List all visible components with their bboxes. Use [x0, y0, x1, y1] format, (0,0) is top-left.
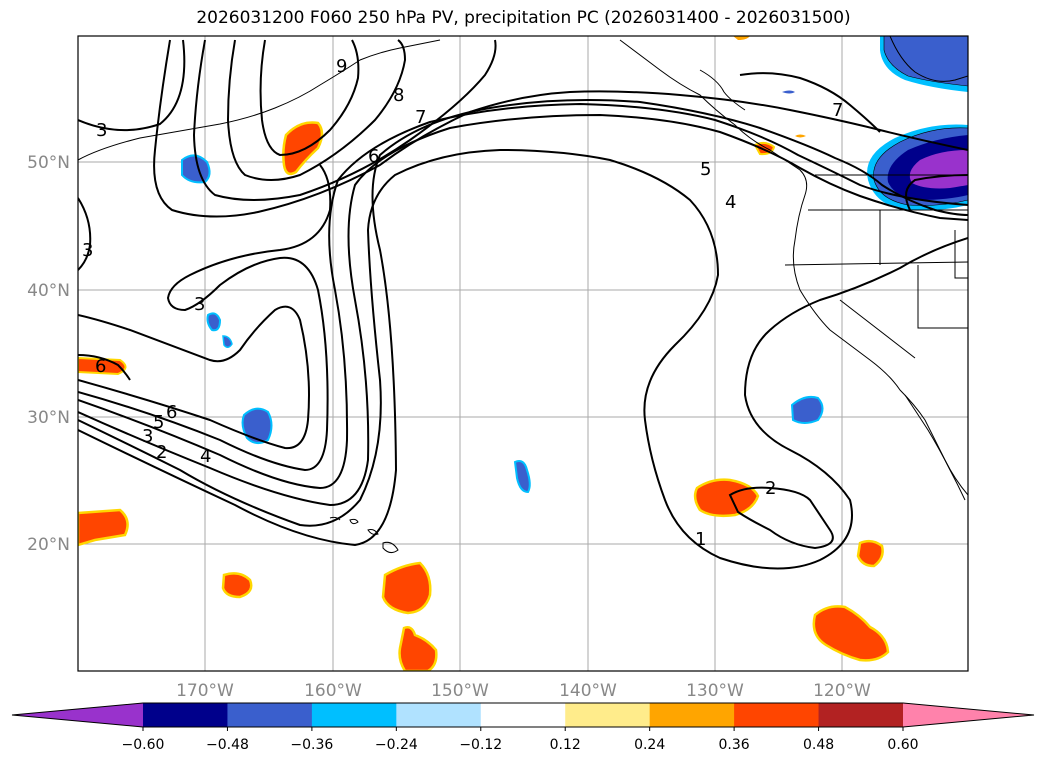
colorbar-tick-label: 0.48 [803, 737, 834, 753]
contour-label: 3 [142, 426, 153, 447]
lat-label: 50°N [27, 153, 70, 173]
contour-label: 8 [393, 85, 404, 106]
lon-label: 130°W [686, 681, 744, 701]
map-layers: 9 8 7 6 3 3 3 6 6 5 3 2 4 5 4 7 1 2 [78, 36, 968, 671]
precip-positive-6 [398, 626, 438, 671]
lat-label: 30°N [27, 408, 70, 428]
precip-positive-8 [856, 539, 884, 568]
lon-label: 140°W [559, 681, 617, 701]
colorbar-segment [143, 703, 228, 727]
pv-contours [78, 39, 968, 570]
contour-label: 6 [95, 356, 106, 377]
precip-positive-4 [221, 572, 253, 599]
colorbar-segment [818, 703, 904, 727]
colorbar-tick-label: 0.12 [550, 737, 581, 753]
longitude-labels: 170°W 160°W 150°W 140°W 130°W 120°W [176, 681, 871, 701]
colorbar-tick-label: −0.12 [459, 737, 502, 753]
contour-label: 9 [336, 56, 347, 77]
contour-6-south [78, 164, 332, 472]
contour-label: 3 [96, 120, 107, 141]
colorbar-segment [396, 703, 482, 727]
contour-1 [78, 148, 968, 570]
colorbar-segment [649, 703, 735, 727]
colorbar: −0.60 −0.48 −0.36 −0.24 −0.12 0.12 0.24 0.36 0.4… [11, 702, 1035, 753]
contour-6-west [78, 354, 131, 381]
contour-2-inner [728, 486, 834, 550]
precip-positive-9 [812, 605, 890, 662]
contour-7-north [153, 39, 968, 218]
colorbar-extend-high [903, 703, 1034, 727]
contour-label: 4 [200, 446, 211, 467]
contour-6-inner [78, 305, 310, 450]
contour-label: 3 [82, 240, 93, 261]
precip-negative-2 [206, 312, 222, 332]
colorbar-tick-label: −0.36 [290, 737, 333, 753]
contour-4 [78, 113, 968, 507]
colorbar-tick-label: −0.24 [375, 737, 418, 753]
contour-label: 4 [725, 192, 736, 213]
lon-label: 170°W [176, 681, 234, 701]
contour-8-north [192, 39, 497, 201]
precip-negative-5 [790, 395, 824, 424]
precip-negative-3 [241, 407, 273, 444]
lon-label: 120°W [813, 681, 871, 701]
lon-label: 160°W [304, 681, 362, 701]
colorbar-segment [734, 703, 820, 727]
gridlines [78, 36, 968, 671]
coastlines [78, 36, 968, 554]
precip-positive-5 [381, 561, 432, 615]
contour-label: 7 [415, 107, 426, 128]
colorbar-segment [480, 703, 566, 727]
baja-coast [904, 394, 966, 501]
contour-label: 6 [166, 402, 177, 423]
precip-patches [78, 36, 968, 671]
contour-label: 6 [368, 146, 379, 167]
colorbar-segment [311, 703, 397, 727]
precip-positive-7 [693, 478, 760, 518]
precip-positive-3 [78, 508, 129, 547]
contour-labels: 9 8 7 6 3 3 3 6 6 5 3 2 4 5 4 7 1 2 [82, 56, 843, 550]
hawaii-islands [349, 518, 399, 554]
colorbar-tick-label: 0.36 [719, 737, 750, 753]
contour-3-west [78, 39, 186, 132]
contour-label: 3 [194, 294, 205, 315]
contour-9-inner [259, 39, 360, 157]
colorbar-segment [565, 703, 651, 727]
colorbar-tick-label: 0.24 [634, 737, 665, 753]
alaska-coast [78, 39, 441, 161]
contour-7-east [739, 72, 881, 133]
colorbar-tick-label: −0.60 [122, 737, 165, 753]
precip-positive-1 [282, 121, 324, 176]
contour-5 [78, 102, 968, 490]
colorbar-segment [227, 703, 313, 727]
figure-title: 2026031200 F060 250 hPa PV, precipitatio… [196, 8, 851, 28]
map-background [78, 36, 968, 671]
contour-label: 2 [765, 478, 776, 499]
lon-label: 150°W [431, 681, 489, 701]
lat-label: 40°N [27, 281, 70, 301]
contour-label: 5 [700, 159, 711, 180]
colorbar-extend-low [12, 703, 143, 727]
contour-label: 1 [695, 529, 706, 550]
contour-3-loop [78, 197, 92, 271]
precip-negative-4 [513, 460, 531, 494]
contour-9-north [226, 39, 407, 181]
lat-label: 20°N [27, 535, 70, 555]
contour-label: 7 [832, 100, 843, 121]
colorbar-tick-label: −0.48 [206, 737, 249, 753]
latitude-labels: 50°N 40°N 30°N 20°N [27, 153, 70, 555]
contour-2-band [78, 99, 968, 547]
contour-label: 5 [153, 412, 164, 433]
contour-label: 2 [156, 442, 167, 463]
contour-7-right [905, 174, 968, 211]
alaska-se-coast [619, 39, 968, 496]
colorbar-tick-label: 0.60 [887, 737, 918, 753]
map-frame [77, 35, 969, 672]
